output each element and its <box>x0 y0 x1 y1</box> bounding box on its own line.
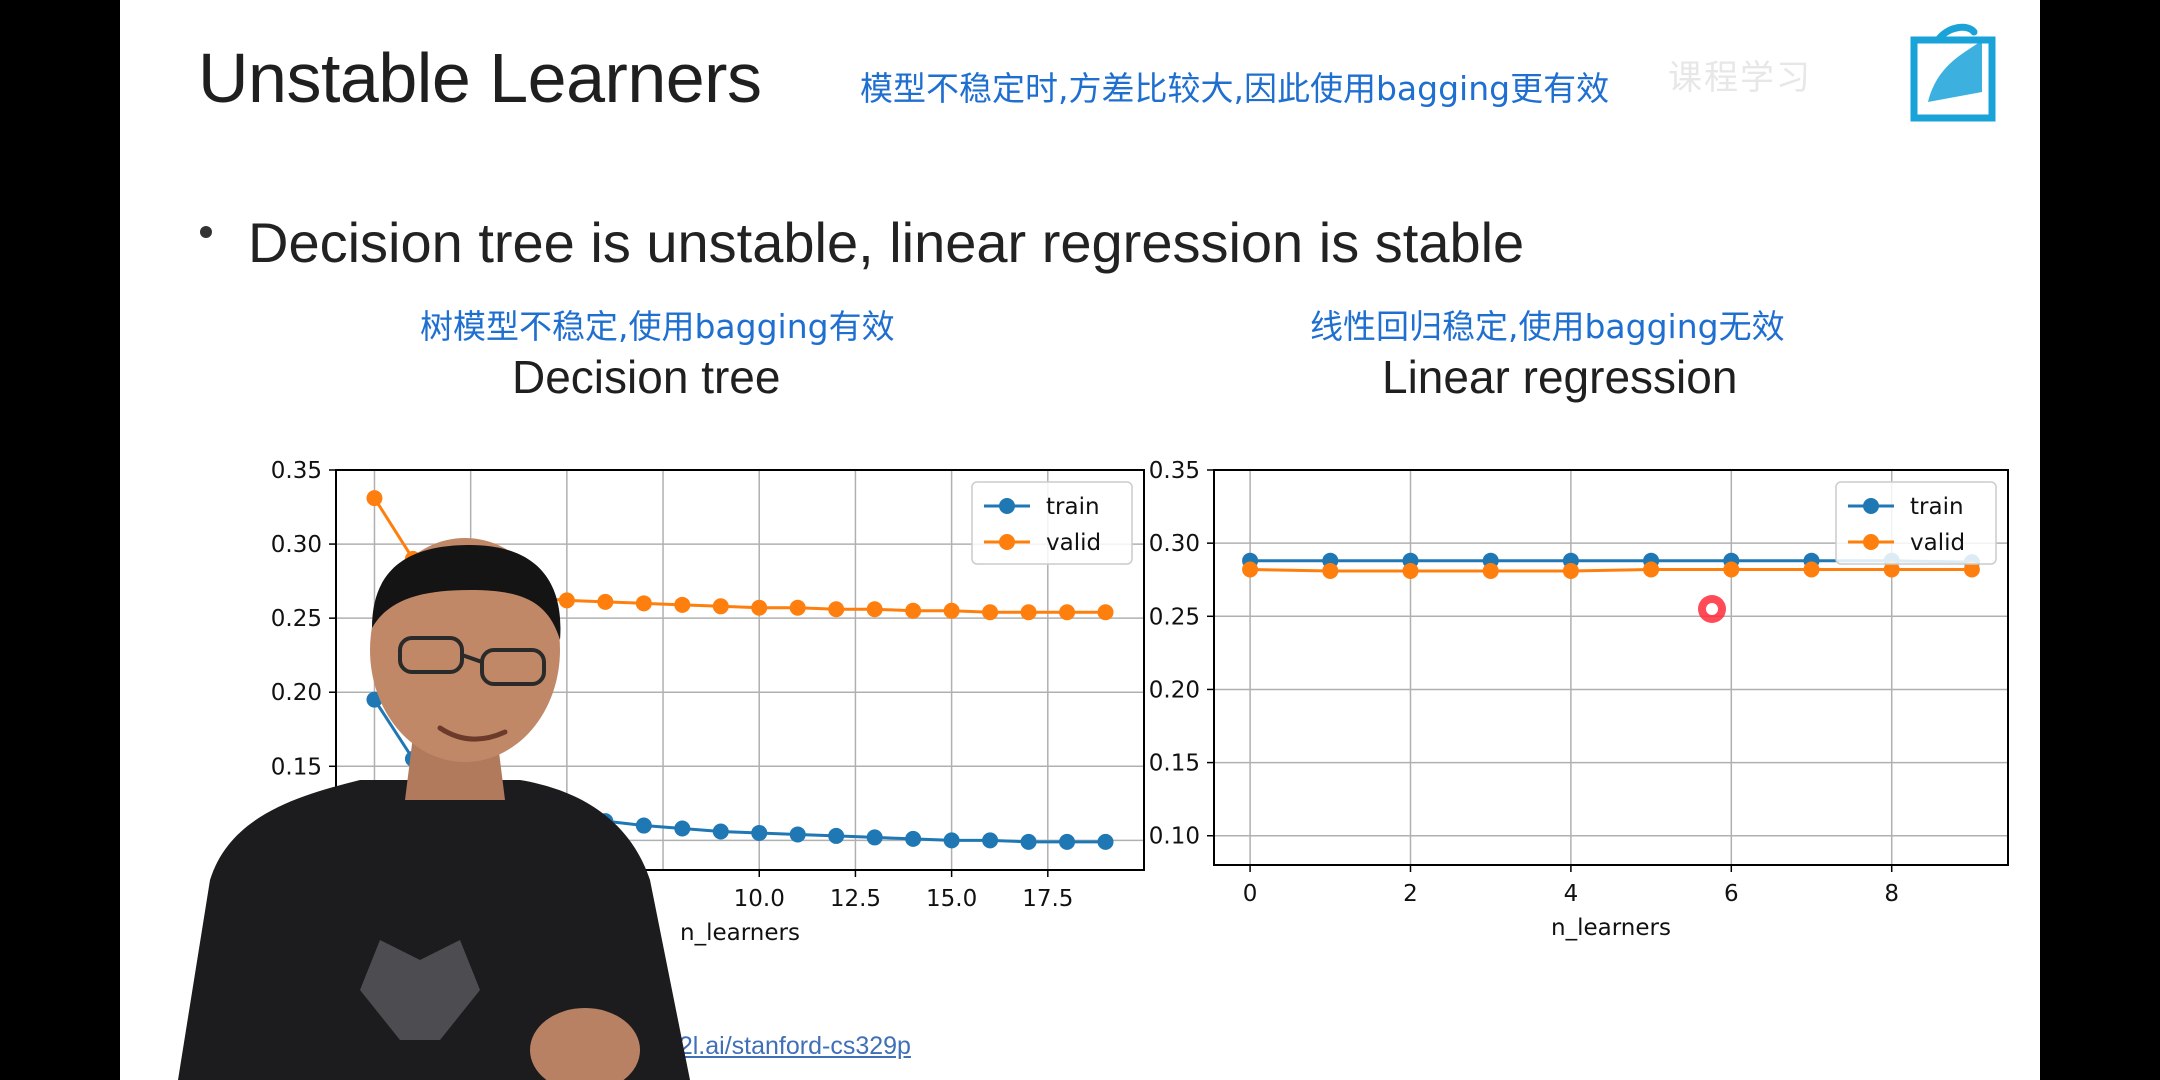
y-tick-label: 0.30 <box>1149 531 1200 557</box>
y-tick-label: 0.15 <box>271 754 322 780</box>
data-point-valid <box>866 601 883 618</box>
data-point-valid <box>751 599 768 616</box>
chart-linear-regression: 0 2 4 6 8 0.10 0.15 0.20 0.25 0.30 0.35 n_learners t… <box>1149 458 2009 941</box>
data-point-valid <box>1020 604 1037 621</box>
data-point-valid <box>712 598 729 615</box>
x-axis-label: n_learners <box>680 920 800 946</box>
x-tick-label: 4 <box>1564 881 1579 907</box>
x-tick-label: 8 <box>1884 881 1899 907</box>
data-point-valid <box>1803 561 1820 578</box>
legend-label-valid: valid <box>1046 530 1101 556</box>
legend-label-valid: valid <box>1910 530 1965 556</box>
bilibili-logo-icon <box>1910 23 1996 122</box>
data-point-valid <box>558 592 575 609</box>
y-tick-label: 0.25 <box>1149 604 1200 630</box>
annotation-right: 线性回归稳定,使用bagging无效 <box>1310 307 1785 346</box>
annotation-left: 树模型不稳定,使用bagging有效 <box>420 307 895 346</box>
y-tick-label: 0.20 <box>271 680 322 706</box>
x-tick-label: 10.0 <box>734 886 785 912</box>
data-point-valid <box>1402 562 1419 579</box>
data-point-valid <box>1963 561 1980 578</box>
data-point-train <box>751 824 768 841</box>
x-tick-label: 2 <box>1403 881 1418 907</box>
data-point-valid <box>674 596 691 613</box>
x-axis-label: n_learners <box>1551 915 1671 941</box>
legend-label-train: train <box>1910 494 1964 520</box>
course-link[interactable]: .d2l.ai/stanford-cs329p <box>658 1032 911 1060</box>
data-point-valid <box>905 602 922 619</box>
y-tick-label: 0.25 <box>271 606 322 632</box>
plot-frame <box>335 469 1145 871</box>
slide-title: Unstable Learners <box>198 39 762 117</box>
slide: Unstable Learners 模型不稳定时,方差比较大,因此使用baggi… <box>120 0 2040 1080</box>
data-point-train <box>712 823 729 840</box>
data-point-train <box>828 827 845 844</box>
chart-title-decision-tree: Decision tree <box>512 351 781 403</box>
data-point-valid <box>635 595 652 612</box>
y-tick-label: 0.20 <box>1149 677 1200 703</box>
data-point-train <box>1020 833 1037 850</box>
data-point-valid <box>1242 561 1259 578</box>
data-point-train <box>982 832 999 849</box>
annotation-top: 模型不稳定时,方差比较大,因此使用bagging更有效 <box>860 69 1610 108</box>
x-tick-label: 6 <box>1724 881 1739 907</box>
data-point-valid <box>943 602 960 619</box>
legend-label-train: train <box>1046 494 1100 520</box>
data-point-valid <box>1883 561 1900 578</box>
y-tick-label: 0.35 <box>271 458 322 484</box>
x-tick-label: 15.0 <box>926 886 977 912</box>
data-point-valid <box>828 601 845 618</box>
plot-frame <box>1213 469 2009 866</box>
watermark-text: 课程学习 <box>1668 58 1812 98</box>
legend-marker-train <box>1863 498 1879 514</box>
data-point-valid <box>1723 561 1740 578</box>
data-point-valid <box>1562 562 1579 579</box>
legend-marker-valid <box>999 534 1015 550</box>
data-point-train <box>789 826 806 843</box>
data-point-valid <box>597 593 614 610</box>
x-tick-label: 17.5 <box>1022 886 1073 912</box>
data-point-valid <box>982 604 999 621</box>
data-point-valid <box>1482 562 1499 579</box>
y-tick-label: 0.15 <box>1149 751 1200 777</box>
y-tick-label: 0.30 <box>271 532 322 558</box>
data-point-train <box>905 830 922 847</box>
data-point-train <box>1097 833 1114 850</box>
data-point-train <box>866 829 883 846</box>
chart-title-linear-regression: Linear regression <box>1382 351 1738 403</box>
data-point-train <box>1059 833 1076 850</box>
legend-marker-train <box>999 498 1015 514</box>
bullet-dot <box>200 226 212 238</box>
data-point-valid <box>1059 604 1076 621</box>
y-tick-label: 0.35 <box>1149 458 1200 484</box>
data-point-valid <box>789 599 806 616</box>
y-tick-label: 0.10 <box>1149 824 1200 850</box>
x-tick-label: 12.5 <box>830 886 881 912</box>
data-point-valid <box>366 490 383 507</box>
data-point-train <box>943 832 960 849</box>
data-point-valid <box>1643 561 1660 578</box>
series-line-valid <box>1250 567 1972 573</box>
bullet-text: Decision tree is unstable, linear regres… <box>248 211 1525 274</box>
legend-marker-valid <box>1863 534 1879 550</box>
data-point-valid <box>1322 562 1339 579</box>
x-tick-label: 0 <box>1243 881 1258 907</box>
data-point-valid <box>1097 604 1114 621</box>
